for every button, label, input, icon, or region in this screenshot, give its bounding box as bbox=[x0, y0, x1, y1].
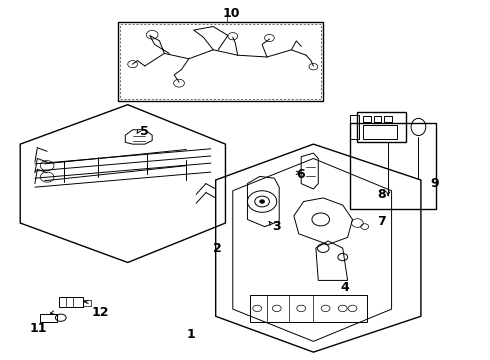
Bar bbox=[118, 22, 323, 101]
Bar bbox=[384, 116, 392, 122]
Bar bbox=[350, 116, 359, 139]
Text: 9: 9 bbox=[431, 177, 440, 190]
Bar bbox=[373, 116, 381, 122]
Bar bbox=[363, 125, 397, 139]
Text: 5: 5 bbox=[140, 125, 148, 138]
Text: 2: 2 bbox=[213, 242, 222, 255]
Bar bbox=[121, 24, 321, 99]
Text: 10: 10 bbox=[223, 7, 241, 20]
Bar bbox=[357, 112, 406, 142]
Bar bbox=[250, 295, 367, 321]
Bar bbox=[350, 123, 436, 209]
Circle shape bbox=[260, 200, 265, 203]
Text: 1: 1 bbox=[186, 328, 195, 341]
Text: 6: 6 bbox=[296, 168, 305, 181]
Text: 7: 7 bbox=[377, 215, 386, 228]
Text: 4: 4 bbox=[340, 281, 349, 294]
Bar bbox=[363, 116, 371, 122]
Text: 8: 8 bbox=[377, 188, 386, 201]
Bar bbox=[83, 300, 91, 306]
Text: 3: 3 bbox=[272, 220, 280, 233]
Bar bbox=[40, 314, 57, 321]
Text: 12: 12 bbox=[91, 306, 109, 319]
Bar bbox=[59, 297, 83, 307]
Text: 11: 11 bbox=[30, 322, 48, 335]
